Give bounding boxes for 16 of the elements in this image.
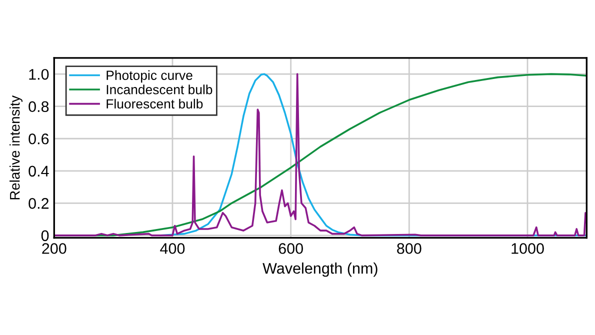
y-tick-label: 0.2 <box>28 198 49 209</box>
x-tick-label: 200 <box>42 243 66 254</box>
legend-label: Photopic curve <box>106 70 192 83</box>
x-tick-label: 400 <box>160 243 185 254</box>
y-tick-label: 0 <box>41 230 49 242</box>
y-tick-label: 0.6 <box>28 133 49 144</box>
x-tick-label: 1000 <box>512 243 544 254</box>
y-axis-title: Relative intensity <box>10 95 22 200</box>
legend-label: Fluorescent bulb <box>106 98 203 109</box>
y-tick-label: 1.0 <box>29 68 49 80</box>
x-tick-label: 800 <box>397 243 422 254</box>
y-tick-label: 0.4 <box>28 166 49 177</box>
x-axis-title: Wavelength (nm) <box>262 262 378 277</box>
y-tick-label: 0.8 <box>28 101 49 112</box>
x-tick-label: 600 <box>278 243 303 254</box>
legend-label: Incandescent bulb <box>106 84 212 94</box>
